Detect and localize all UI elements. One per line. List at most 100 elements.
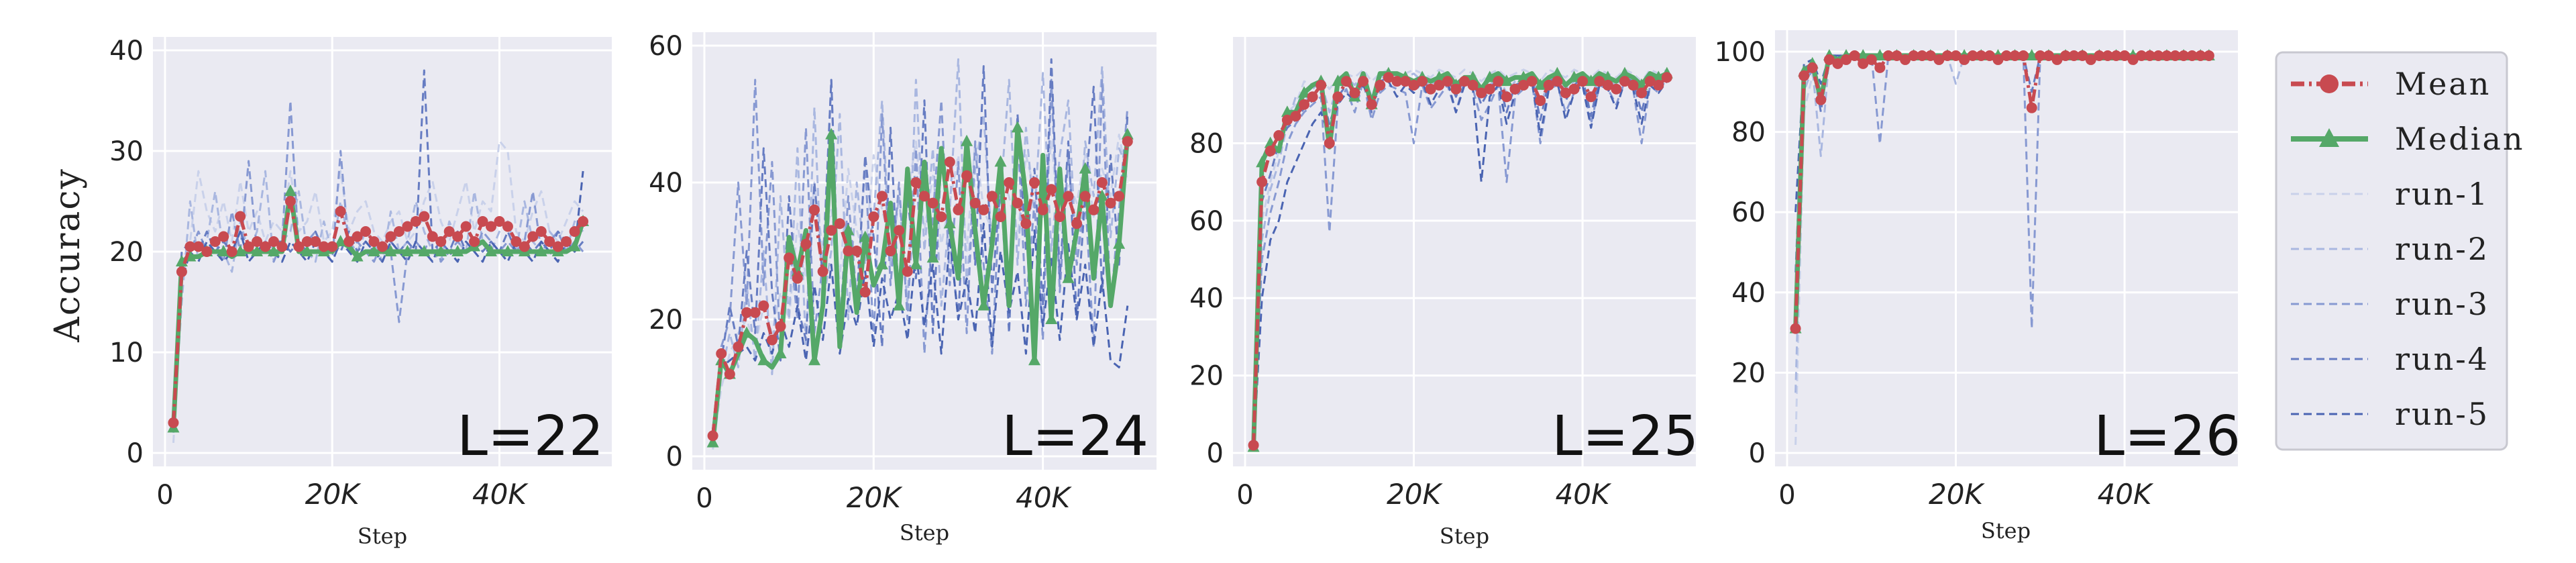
y-tick-label: 0 xyxy=(127,438,144,469)
median-marker xyxy=(1585,74,1597,87)
mean-marker xyxy=(1992,54,2004,65)
mean-marker xyxy=(1908,50,1919,61)
panel-label: L=25 xyxy=(1552,405,1699,468)
mean-marker xyxy=(1071,218,1083,229)
median-marker xyxy=(1095,189,1108,201)
mean-marker xyxy=(1265,146,1276,156)
median-marker xyxy=(284,185,297,196)
mean-marker xyxy=(868,211,879,222)
x-tick-label: 20K xyxy=(847,481,903,514)
mean-marker xyxy=(1459,76,1470,87)
series-line-run-1 xyxy=(172,140,584,444)
x-ticks: 0 20K 40K xyxy=(1778,478,2154,511)
mean-marker xyxy=(360,226,372,237)
mean-marker xyxy=(544,236,555,247)
mean-marker xyxy=(318,241,329,252)
y-tick-label: 40 xyxy=(1189,283,1224,314)
median-marker xyxy=(418,245,431,256)
median-marker xyxy=(1011,121,1024,133)
mean-marker xyxy=(1332,91,1344,103)
legend-box xyxy=(2275,51,2508,451)
mean-marker xyxy=(1636,87,1648,99)
median-marker xyxy=(1433,70,1446,83)
mean-marker xyxy=(284,196,296,207)
mean-marker xyxy=(494,216,505,227)
mean-marker xyxy=(2153,50,2164,61)
mean-marker xyxy=(1476,87,1487,99)
median-marker xyxy=(1332,74,1344,87)
median-marker xyxy=(1298,86,1311,98)
mean-marker xyxy=(1375,79,1386,91)
mean-marker xyxy=(775,321,786,332)
mean-marker xyxy=(486,221,496,232)
median-marker xyxy=(943,217,956,229)
mean-marker xyxy=(1273,130,1285,141)
mean-marker xyxy=(1950,50,1962,61)
mean-marker xyxy=(894,225,905,236)
mean-marker xyxy=(902,266,913,277)
mean-marker xyxy=(2060,50,2072,61)
mean-marker xyxy=(168,417,179,428)
mean-marker xyxy=(1501,91,1512,103)
mean-marker xyxy=(235,211,246,222)
median-marker xyxy=(435,245,447,256)
mean-marker xyxy=(809,204,820,215)
median-marker xyxy=(384,245,397,256)
median-marker xyxy=(234,245,247,256)
mean-marker xyxy=(936,211,947,222)
median-marker xyxy=(535,245,547,256)
mean-marker xyxy=(1526,76,1538,87)
mean-marker xyxy=(1917,50,1928,61)
median-marker xyxy=(1618,66,1631,79)
y-tick-label: 60 xyxy=(649,31,683,62)
mean-marker xyxy=(301,236,313,247)
mean-marker xyxy=(817,266,828,277)
mean-marker xyxy=(1959,54,1970,65)
mean-marker xyxy=(2009,50,2021,61)
mean-marker xyxy=(1450,83,1462,95)
mean-marker xyxy=(268,236,279,247)
series-lines xyxy=(1789,48,2215,446)
mean-marker xyxy=(193,241,204,252)
mean-marker xyxy=(1627,79,1639,91)
median-marker xyxy=(825,127,838,140)
median-marker xyxy=(757,354,770,366)
median-marker xyxy=(875,258,888,270)
median-marker xyxy=(926,251,939,263)
mean-marker xyxy=(460,221,472,232)
mean-marker xyxy=(1976,50,1987,61)
mean-marker xyxy=(758,300,769,311)
mean-marker xyxy=(1316,79,1327,91)
mean-marker xyxy=(1543,79,1554,91)
panel-l22: 0 10 20 30 40 0 20K 40K L=22 Step xyxy=(109,36,612,549)
x-tick-label: 40K xyxy=(472,478,529,511)
gridlines xyxy=(1233,37,1696,466)
series-line-run-4 xyxy=(172,69,584,413)
median-marker xyxy=(268,245,280,256)
median-marker xyxy=(401,245,414,256)
mean-marker xyxy=(1535,95,1546,106)
mean-marker xyxy=(327,241,338,252)
mean-marker xyxy=(1841,54,1852,65)
mean-marker xyxy=(1611,83,1622,95)
median-marker xyxy=(994,155,1007,167)
mean-marker xyxy=(2026,102,2037,113)
mean-marker xyxy=(1644,76,1656,87)
median-marker xyxy=(501,245,514,256)
y-tick-label: 80 xyxy=(1189,128,1224,159)
legend-label: run-3 xyxy=(2395,286,2489,322)
mean-marker xyxy=(2136,50,2147,61)
y-tick-label: 100 xyxy=(1715,37,1766,68)
mean-marker xyxy=(252,236,263,247)
median-marker xyxy=(1874,48,1886,60)
median-marker xyxy=(301,245,313,256)
mean-marker xyxy=(276,241,288,252)
x-axis-label: Step xyxy=(1440,523,1489,549)
mean-marker xyxy=(452,231,464,242)
mean-marker xyxy=(293,241,305,252)
mean-marker xyxy=(978,204,989,215)
mean-marker xyxy=(2102,50,2113,61)
mean-marker xyxy=(1408,79,1419,91)
median-marker xyxy=(217,245,230,256)
legend-label: Median xyxy=(2395,121,2525,157)
